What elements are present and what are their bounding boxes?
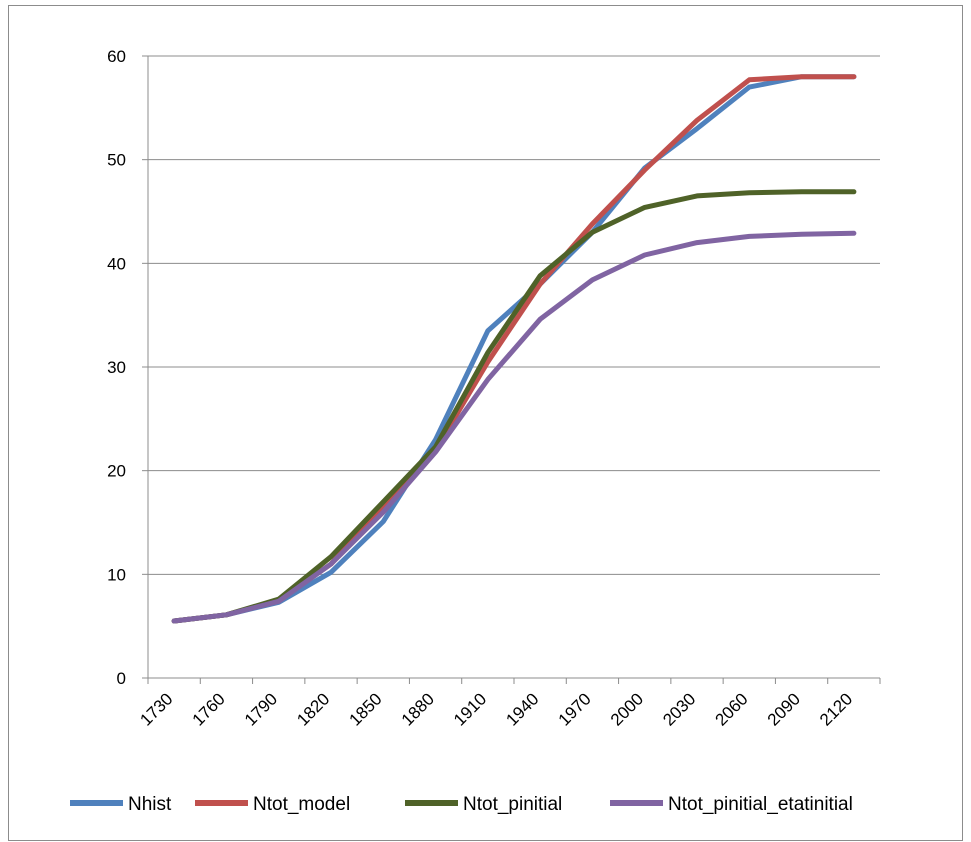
x-tick-label: 1790 [241, 689, 281, 729]
x-tick-label: 2060 [712, 689, 752, 729]
x-tick-label: 1910 [450, 689, 490, 729]
y-tick-label: 10 [107, 565, 126, 584]
x-tick-label: 1970 [555, 689, 595, 729]
x-tick-label: 2000 [607, 689, 647, 729]
series-lines [171, 74, 857, 624]
x-tick-label: 2030 [659, 689, 699, 729]
x-tick-label: 1880 [398, 689, 438, 729]
legend-label: Ntot_pinitial_etatinitial [668, 794, 853, 815]
y-tick-label: 40 [107, 254, 126, 273]
legend-label: Ntot_pinitial [463, 794, 562, 815]
x-tick-label: 1760 [189, 689, 229, 729]
y-tick-label: 30 [107, 358, 126, 377]
legend: Nhist Ntot_model Ntot_pinitial Ntot_pinitia… [70, 794, 853, 815]
x-tick-label: 1820 [293, 689, 333, 729]
series-line-ntot-pinitial-etatinitial [171, 230, 857, 624]
x-tick-label: 2120 [816, 689, 856, 729]
x-tick-label: 1850 [346, 689, 386, 729]
legend-label: Nhist [128, 794, 172, 815]
x-tick-label: 1730 [136, 689, 176, 729]
chart-frame [8, 5, 963, 841]
x-tick-label: 1940 [502, 689, 542, 729]
y-tick-label: 60 [107, 47, 126, 66]
series-line-ntot-pinitial [171, 189, 857, 624]
legend-label: Ntot_model [253, 794, 350, 815]
y-tick-label: 0 [117, 669, 126, 688]
x-tick-label: 2090 [764, 689, 804, 729]
y-tick-label: 20 [107, 462, 126, 481]
y-tick-label: 50 [107, 151, 126, 170]
grid-lines [148, 55, 880, 575]
